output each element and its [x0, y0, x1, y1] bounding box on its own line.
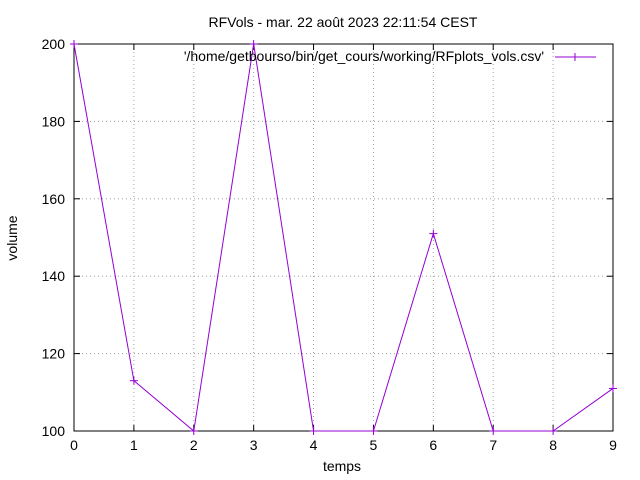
- y-tick-label: 180: [42, 113, 66, 129]
- data-point: [189, 427, 198, 435]
- x-tick-label: 1: [130, 437, 138, 453]
- y-axis-label: volume: [4, 215, 20, 260]
- legend-label: '/home/getbourso/bin/get_cours/working/R…: [184, 48, 544, 64]
- data-point: [429, 229, 438, 238]
- x-tick-label: 7: [489, 437, 497, 453]
- x-axis-label: temps: [323, 458, 361, 474]
- series-line: [73, 43, 614, 432]
- x-tick-label: 4: [310, 437, 318, 453]
- y-tick-label: 140: [42, 268, 66, 284]
- x-tick-label: 0: [70, 437, 78, 453]
- x-tick-label: 5: [370, 437, 378, 453]
- y-axis-ticks: 100 120 140 160 180 200: [42, 36, 613, 439]
- plot-frame: [73, 43, 614, 432]
- grid: [74, 44, 613, 431]
- chart-title: RFVols - mar. 22 août 2023 22:11:54 CEST: [208, 14, 477, 30]
- data-point: [129, 376, 138, 385]
- data-point: [609, 384, 617, 393]
- x-axis-ticks: 0 1 2 3 4 5 6 7 8 9: [70, 44, 617, 453]
- x-tick-label: 9: [609, 437, 617, 453]
- y-tick-label: 100: [42, 423, 66, 439]
- data-point: [70, 40, 78, 48]
- series-layer: [70, 40, 617, 435]
- x-tick-label: 6: [429, 437, 437, 453]
- x-tick-label: 8: [549, 437, 557, 453]
- data-point: [549, 427, 558, 435]
- y-tick-label: 200: [42, 36, 66, 52]
- y-tick-label: 120: [42, 346, 66, 362]
- y-tick-label: 160: [42, 191, 66, 207]
- data-point: [369, 427, 378, 435]
- data-point: [489, 427, 498, 435]
- legend: '/home/getbourso/bin/get_cours/working/R…: [184, 48, 596, 64]
- data-point: [309, 427, 318, 435]
- x-tick-label: 3: [250, 437, 258, 453]
- x-tick-label: 2: [190, 437, 198, 453]
- data-point: [249, 40, 258, 48]
